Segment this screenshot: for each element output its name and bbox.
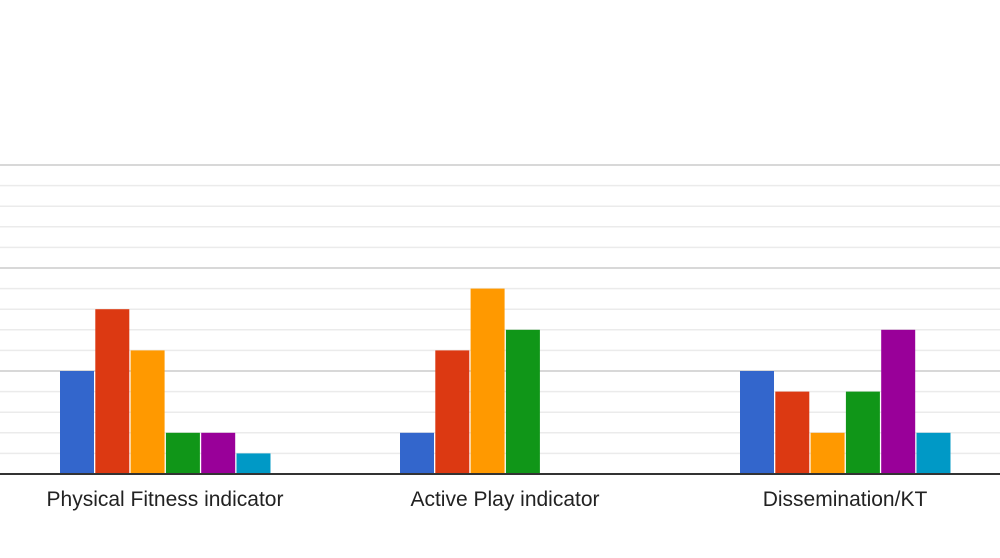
bar-series4-cat2[interactable] bbox=[505, 329, 540, 474]
bar-series2-cat3[interactable] bbox=[775, 391, 810, 474]
bar-series5-cat1[interactable] bbox=[201, 432, 236, 474]
bar-series3-cat1[interactable] bbox=[130, 350, 165, 474]
category-label: Dissemination/KT bbox=[763, 488, 928, 511]
bar-series5-cat3[interactable] bbox=[881, 329, 916, 474]
bar-series4-cat3[interactable] bbox=[845, 391, 880, 474]
bar-series3-cat2[interactable] bbox=[470, 288, 505, 474]
bar-series6-cat1[interactable] bbox=[236, 453, 271, 474]
bar-series4-cat1[interactable] bbox=[165, 432, 200, 474]
category-label: Active Play indicator bbox=[410, 488, 599, 511]
bar-series2-cat2[interactable] bbox=[435, 350, 470, 474]
bars bbox=[60, 288, 951, 474]
category-label: Physical Fitness indicator bbox=[47, 488, 284, 511]
bar-series1-cat1[interactable] bbox=[60, 371, 94, 474]
bar-series1-cat3[interactable] bbox=[740, 371, 774, 474]
bar-series1-cat2[interactable] bbox=[400, 432, 434, 474]
bar-series2-cat1[interactable] bbox=[95, 309, 130, 474]
category-labels: Physical Fitness indicator Active Play i… bbox=[47, 488, 928, 511]
bar-series6-cat3[interactable] bbox=[916, 432, 951, 474]
bar-series3-cat3[interactable] bbox=[810, 432, 845, 474]
